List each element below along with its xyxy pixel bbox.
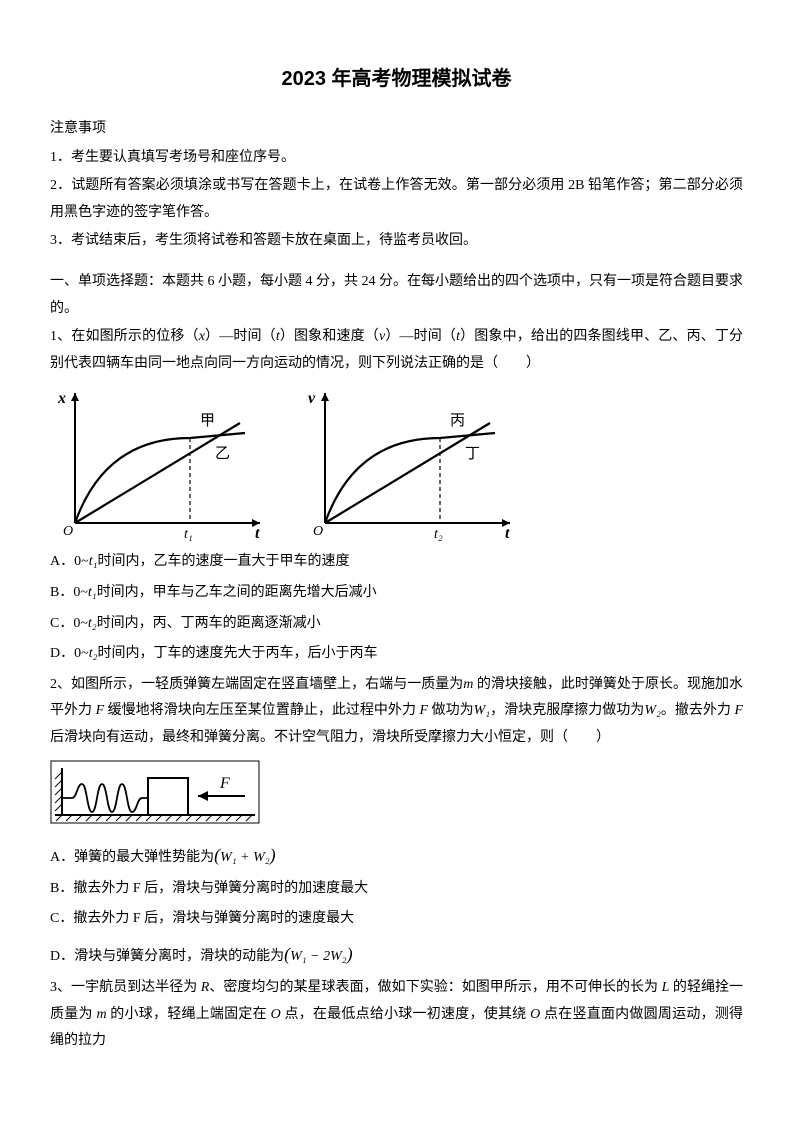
q1-choice-c: C．0~t₂时间内，丙、丁两车的距离逐渐减小 [50, 611, 743, 638]
q1-c-pre: C．0~ [50, 616, 88, 631]
q2-d-expr-w2: W₂ [330, 949, 347, 964]
q3-a: 3、一宇航员到达半径为 [50, 980, 201, 995]
fig2-xlabel: t [505, 525, 510, 542]
q2-a-expr-w1: W₁ [220, 850, 237, 865]
q2-a: 2、如图所示，一轻质弹簧左端固定在竖直墙壁上，右端与一质量为 [50, 677, 463, 692]
q1-stem: 1、在如图所示的位移（x）—时间（t）图象和速度（v）—时间（t）图象中，给出的… [50, 324, 743, 377]
notice-1: 1．考生要认真填写考场号和座位序号。 [50, 145, 743, 172]
q2-d-pre: D．滑块与弹簧分离时，滑块的动能为 [50, 949, 284, 964]
q1-c-t: t₂ [88, 616, 97, 631]
q2-g: 后滑块向有运动，最终和弹簧分离。不计空气阻力，滑块所受摩擦力大小恒定，则（ ） [50, 730, 610, 745]
svg-text:O: O [313, 524, 323, 539]
q3-d: 的小球，轻绳上端固定在 [107, 1007, 271, 1022]
q1-fig2: O v t t₂ 丙 丁 [300, 383, 520, 543]
fig2-ylabel: v [308, 390, 316, 407]
q2-fig-F: F [219, 775, 230, 792]
q1-choice-b: B．0~t₁时间内，甲车与乙车之间的距离先增大后减小 [50, 580, 743, 607]
fig2-tick: t₂ [434, 527, 443, 542]
q1-stem-b: ）—时间（ [205, 329, 276, 344]
q2-stem: 2、如图所示，一轻质弹簧左端固定在竖直墙壁上，右端与一质量为m 的滑块接触，此时… [50, 672, 743, 752]
q2-F2: F [419, 703, 428, 718]
q3-O1: O [271, 1007, 281, 1022]
q2-F3: F [734, 703, 743, 718]
q2-a-pre: A．弹簧的最大弹性势能为 [50, 850, 214, 865]
page-title: 2023 年高考物理模拟试卷 [50, 60, 743, 98]
q2-m: m [463, 677, 473, 692]
fig1-xlabel: t [255, 525, 260, 542]
q2-e: ，滑块克服摩擦力做功为 [490, 703, 644, 718]
q1-a-post: 时间内，乙车的速度一直大于甲车的速度 [97, 554, 349, 569]
q1-b-post: 时间内，甲车与乙车之间的距离先增大后减小 [97, 585, 377, 600]
q2-c: 缓慢地将滑块向左压至某位置静止，此过程中外力 [104, 703, 419, 718]
fig1-curve-label: 甲 [200, 413, 215, 429]
q1-stem-a: 1、在如图所示的位移（ [50, 329, 199, 344]
q1-d-post: 时间内，丁车的速度先大于丙车，后小于丙车 [97, 646, 377, 661]
q1-b-t: t₁ [88, 585, 97, 600]
q3-m: m [96, 1007, 106, 1022]
q1-b-pre: B．0~ [50, 585, 88, 600]
q3-O2: O [530, 1007, 540, 1022]
q1-choice-a: A．0~t₁时间内，乙车的速度一直大于甲车的速度 [50, 549, 743, 576]
q2-choice-c: C．撤去外力 F 后，滑块与弹簧分离时的速度最大 [50, 906, 743, 933]
q3-b: 、密度均匀的某星球表面，做如下实验：如图甲所示，用不可伸长的长为 [209, 980, 661, 995]
q1-stem-d: ）—时间（ [385, 329, 456, 344]
fig1-line-label: 乙 [215, 446, 230, 462]
fig2-line-label: 丁 [465, 446, 480, 462]
q1-a-pre: A．0~ [50, 554, 89, 569]
fig2-curve-label: 丙 [450, 413, 465, 429]
q2-d: 做功为 [428, 703, 474, 718]
q2-choice-a: A．弹簧的最大弹性势能为(W₁ + W₂) [50, 838, 743, 872]
q2-choice-d: D．滑块与弹簧分离时，滑块的动能为(W₁ − 2W₂) [50, 937, 743, 971]
q1-choice-d: D．0~t₂时间内，丁车的速度先大于丙车，后小于丙车 [50, 641, 743, 668]
q1-stem-c: ）图象和速度（ [280, 329, 379, 344]
q2-figure: F [50, 760, 260, 830]
q2-a-expr-w2: W₂ [253, 850, 270, 865]
q2-choice-b: B．撤去外力 F 后，滑块与弹簧分离时的加速度最大 [50, 876, 743, 903]
notice-3: 3．考试结束后，考生须将试卷和答题卡放在桌面上，待监考员收回。 [50, 228, 743, 255]
q1-fig1: O x t t₁ 甲 乙 [50, 383, 270, 543]
q3-e: 点，在最低点给小球一初速度，使其绕 [281, 1007, 530, 1022]
fig1-ylabel: x [57, 390, 66, 407]
q2-F1: F [96, 703, 105, 718]
q2-f: 。撤去外力 [661, 703, 735, 718]
q2-W1: W₁ [474, 703, 491, 718]
q3-stem: 3、一宇航员到达半径为 R、密度均匀的某星球表面，做如下实验：如图甲所示，用不可… [50, 975, 743, 1055]
q1-figures: O x t t₁ 甲 乙 O v t [50, 383, 743, 543]
q2-d-expr-w1: W₁ [290, 949, 307, 964]
svg-text:O: O [63, 524, 73, 539]
notice-heading: 注意事项 [50, 116, 743, 143]
q1-d-pre: D．0~ [50, 646, 89, 661]
notice-2: 2．试题所有答案必须填涂或书写在答题卡上，在试卷上作答无效。第一部分必须用 2B… [50, 173, 743, 226]
q1-c-post: 时间内，丙、丁两车的距离逐渐减小 [97, 616, 321, 631]
fig1-tick: t₁ [184, 527, 193, 542]
section1-heading: 一、单项选择题：本题共 6 小题，每小题 4 分，共 24 分。在每小题给出的四… [50, 269, 743, 322]
q2-W2: W₂ [644, 703, 661, 718]
